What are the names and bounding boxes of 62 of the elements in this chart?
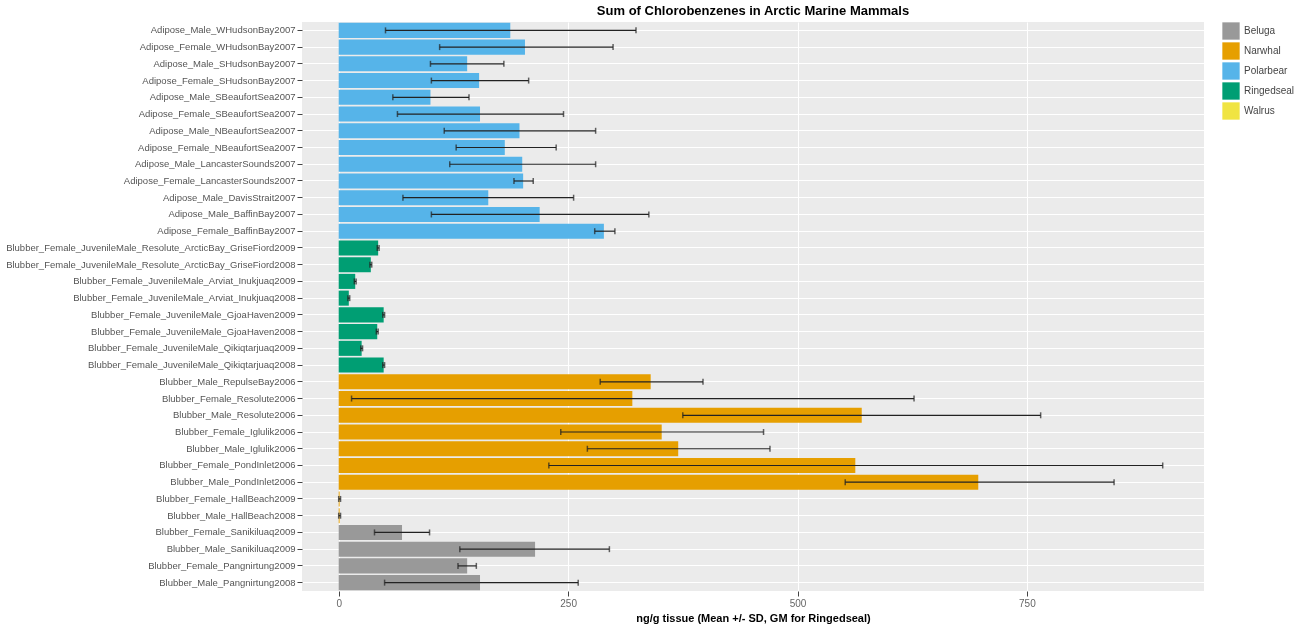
y-tick-label: Blubber_Female_Resolute2006 — [161, 392, 296, 404]
y-tick-label: Blubber_Female_Sanikiluaq2009 — [155, 526, 296, 538]
x-tick-label: 750 — [1019, 597, 1037, 609]
legend-label: Ringedseal — [1244, 85, 1295, 96]
bar — [338, 324, 378, 340]
bar — [338, 206, 540, 222]
y-tick-label: Adipose_Female_LancasterSounds2007 — [123, 174, 296, 186]
y-tick-label: Adipose_Female_SBeaufortSea2007 — [138, 108, 296, 120]
bar — [338, 73, 480, 89]
y-tick-label: Blubber_Male_Sanikiluaq2009 — [166, 543, 296, 555]
y-tick-label: Adipose_Male_WHudsonBay2007 — [150, 24, 296, 36]
y-tick-label: Adipose_Male_LancasterSounds2007 — [134, 158, 296, 170]
x-tick-label: 500 — [789, 597, 807, 609]
y-tick-label: Blubber_Male_Resolute2006 — [172, 409, 296, 421]
y-tick-label: Blubber_Female_JuvenileMale_Resolute_ArcticBay_GriseFiord2009 — [6, 241, 296, 253]
y-tick-label: Blubber_Male_HallBeach2008 — [167, 509, 296, 521]
y-tick-label: Blubber_Male_Pangnirtung2008 — [159, 576, 296, 588]
bar — [338, 22, 511, 38]
y-tick-label: Adipose_Male_BaffinBay2007 — [168, 208, 296, 220]
y-tick-label: Blubber_Female_JuvenileMale_Arviat_Inukjuaq2008 — [73, 292, 296, 304]
x-tick-label: 0 — [336, 597, 343, 609]
y-tick-label: Blubber_Male_RepulseBay2006 — [159, 375, 296, 387]
y-tick-label: Blubber_Female_JuvenileMale_Qikiqtarjuaq2009 — [87, 342, 296, 354]
y-tick-label: Adipose_Female_WHudsonBay2007 — [139, 41, 296, 53]
chart-title: Sum of Chlorobenzenes in Arctic Marine Mammals — [596, 3, 910, 18]
y-tick-label: Blubber_Female_JuvenileMale_Arviat_Inukjuaq2009 — [73, 275, 296, 287]
y-tick-label: Adipose_Male_DavisStrait2007 — [162, 191, 296, 203]
bar — [338, 257, 371, 273]
y-tick-label: Blubber_Male_PondInlet2006 — [170, 476, 296, 488]
y-tick-label: Blubber_Female_JuvenileMale_Qikiqtarjuaq2008 — [87, 359, 296, 371]
y-tick-label: Blubber_Female_JuvenileMale_Resolute_ArcticBay_GriseFiord2008 — [6, 258, 296, 270]
bar — [338, 374, 651, 390]
bar — [338, 457, 856, 474]
y-tick-label: Adipose_Female_SHudsonBay2007 — [142, 74, 296, 86]
bar — [338, 391, 633, 407]
legend-label: Beluga — [1244, 25, 1276, 36]
bar — [338, 340, 362, 356]
y-tick-label: Adipose_Male_NBeaufortSea2007 — [149, 124, 296, 136]
y-tick-label: Blubber_Female_JuvenileMale_GjoaHaven2009 — [91, 308, 296, 320]
y-tick-label: Blubber_Female_JuvenileMale_GjoaHaven2008 — [91, 325, 296, 337]
bar — [338, 223, 604, 239]
bar — [338, 273, 356, 289]
y-tick-label: Adipose_Female_BaffinBay2007 — [157, 225, 296, 237]
bar — [338, 524, 403, 540]
y-tick-label: Blubber_Female_Pangnirtung2009 — [148, 559, 296, 571]
y-tick-label: Adipose_Male_SBeaufortSea2007 — [149, 91, 296, 103]
bar — [338, 357, 384, 373]
y-tick-label: Blubber_Female_PondInlet2006 — [159, 459, 296, 471]
y-tick-label: Blubber_Female_HallBeach2009 — [156, 492, 296, 504]
bar — [338, 139, 505, 156]
bar — [338, 575, 481, 591]
x-axis-title: ng/g tissue (Mean +/- SD, GM for Ringedseal) — [636, 611, 872, 624]
y-tick-label: Adipose_Male_SHudsonBay2007 — [153, 57, 296, 69]
y-tick-label: Adipose_Female_NBeaufortSea2007 — [138, 141, 296, 153]
legend-label: Narwhal — [1244, 45, 1281, 56]
legend-label: Walrus — [1244, 105, 1275, 116]
bar — [338, 240, 379, 256]
bar — [338, 89, 431, 105]
y-tick-label: Blubber_Male_Iglulik2006 — [186, 442, 296, 454]
x-tick-label: 250 — [560, 597, 578, 609]
y-tick-label: Blubber_Female_Iglulik2006 — [175, 426, 296, 438]
legend-label: Polarbear — [1244, 65, 1289, 76]
